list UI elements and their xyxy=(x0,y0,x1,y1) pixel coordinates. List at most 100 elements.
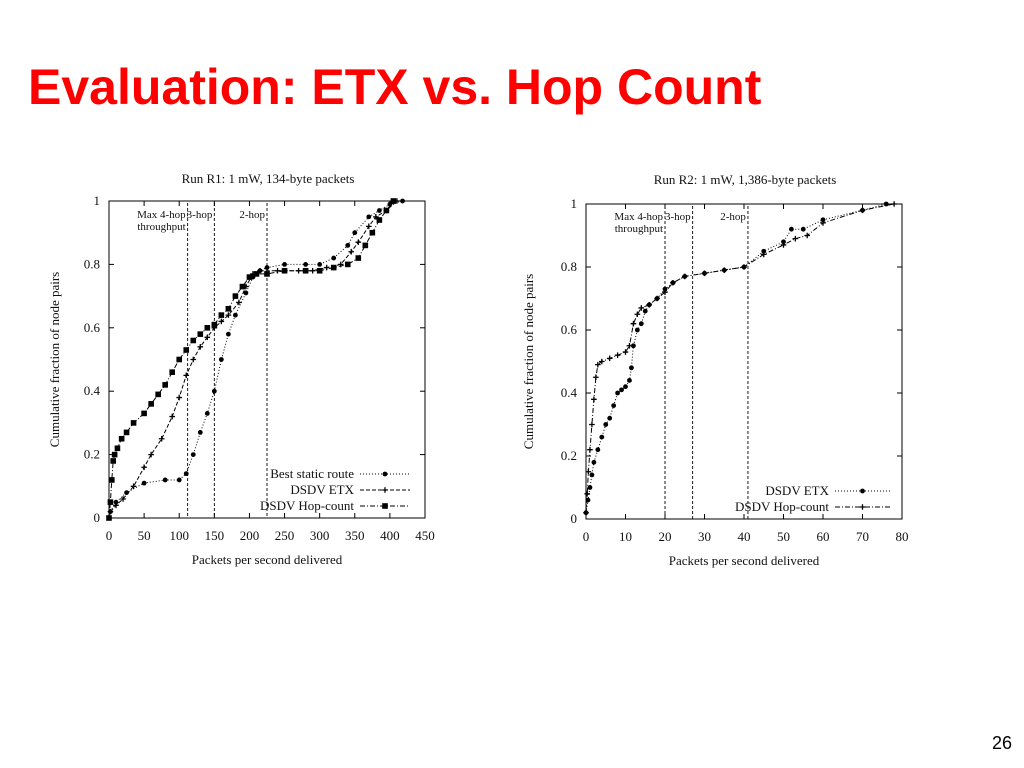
x-tick-label: 70 xyxy=(856,529,869,544)
data-point xyxy=(264,265,270,270)
x-tick-label: 300 xyxy=(310,528,330,543)
data-point xyxy=(211,388,217,394)
reference-line-label: 2-hop xyxy=(720,211,746,223)
series-dsdv-etx xyxy=(583,201,889,516)
data-point xyxy=(158,435,165,442)
data-point xyxy=(225,305,232,312)
data-point xyxy=(141,464,147,471)
y-tick-label: 0.4 xyxy=(84,383,101,398)
x-axis-label: Packets per second delivered xyxy=(192,552,343,567)
x-tick-label: 50 xyxy=(777,529,790,544)
data-point xyxy=(331,255,337,261)
data-point xyxy=(634,311,641,318)
y-tick-label: 0 xyxy=(94,510,101,525)
data-point xyxy=(303,262,309,267)
data-point xyxy=(638,321,644,327)
data-point xyxy=(274,267,281,274)
data-point xyxy=(317,262,323,267)
data-point xyxy=(583,509,589,516)
data-point xyxy=(253,271,260,277)
data-point xyxy=(760,251,767,258)
data-point xyxy=(362,242,369,249)
data-point xyxy=(204,334,211,341)
data-point xyxy=(606,355,613,362)
data-point xyxy=(197,344,204,350)
data-point xyxy=(111,451,118,458)
series-line xyxy=(585,203,887,513)
data-point xyxy=(820,220,826,226)
legend-marker xyxy=(382,503,388,509)
data-point xyxy=(113,499,119,505)
legend-label: DSDV Hop-count xyxy=(260,498,354,513)
data-point xyxy=(761,248,767,254)
reference-line-label: Max 4-hop throughput xyxy=(614,211,663,235)
y-tick-label: 0.8 xyxy=(84,256,100,271)
slide-number: 26 xyxy=(991,733,1012,753)
plot-frame xyxy=(108,200,426,519)
data-point xyxy=(243,290,249,296)
y-tick-label: 0.2 xyxy=(84,447,100,462)
data-point xyxy=(599,434,605,440)
data-point xyxy=(264,271,270,277)
legend-marker xyxy=(859,504,866,510)
data-point xyxy=(789,226,794,232)
data-point xyxy=(701,270,708,277)
data-point xyxy=(225,331,231,337)
data-point xyxy=(282,262,287,267)
data-point xyxy=(780,242,787,248)
data-point xyxy=(114,445,121,452)
reference-line-label: 3-hop xyxy=(665,211,691,223)
data-point xyxy=(859,207,866,214)
x-tick-label: 350 xyxy=(345,528,365,543)
series-dsdv-hop-count xyxy=(106,198,397,521)
data-point xyxy=(197,430,203,435)
data-point xyxy=(169,369,175,375)
reference-line-label: 3-hop xyxy=(187,209,213,221)
data-point xyxy=(611,403,617,408)
data-point xyxy=(162,382,168,388)
data-point xyxy=(883,201,889,207)
data-point xyxy=(345,242,351,248)
x-tick-label: 0 xyxy=(583,529,590,544)
legend-marker xyxy=(382,471,388,477)
data-point xyxy=(352,230,358,236)
x-tick-label: 150 xyxy=(205,528,225,543)
data-point xyxy=(355,255,362,261)
data-point xyxy=(176,356,183,363)
data-point xyxy=(302,267,309,274)
y-tick-label: 0.2 xyxy=(561,448,577,463)
data-point xyxy=(107,499,114,505)
data-point xyxy=(627,378,632,383)
data-point xyxy=(109,477,115,483)
data-point xyxy=(721,267,728,273)
data-point xyxy=(373,214,379,220)
data-point xyxy=(741,264,747,270)
data-point xyxy=(281,267,288,274)
data-point xyxy=(169,413,175,420)
data-point xyxy=(130,420,137,426)
data-point xyxy=(591,396,597,403)
data-point xyxy=(123,429,130,436)
data-point xyxy=(781,239,786,245)
data-point xyxy=(348,248,355,255)
data-point xyxy=(376,208,382,213)
data-point xyxy=(390,198,397,204)
data-point xyxy=(603,422,609,427)
legend-label: DSDV ETX xyxy=(765,483,829,498)
data-point xyxy=(607,415,613,421)
data-point xyxy=(369,229,376,236)
data-point xyxy=(646,302,652,308)
data-point xyxy=(626,342,633,349)
data-point xyxy=(587,446,593,453)
data-point xyxy=(595,361,601,368)
data-point xyxy=(891,201,897,207)
y-tick-label: 1 xyxy=(571,196,578,211)
data-point xyxy=(634,327,640,333)
data-point xyxy=(800,226,806,232)
data-point xyxy=(155,391,161,398)
data-point xyxy=(148,401,154,407)
data-point xyxy=(589,472,595,478)
data-point xyxy=(681,273,688,280)
data-point xyxy=(110,458,117,464)
